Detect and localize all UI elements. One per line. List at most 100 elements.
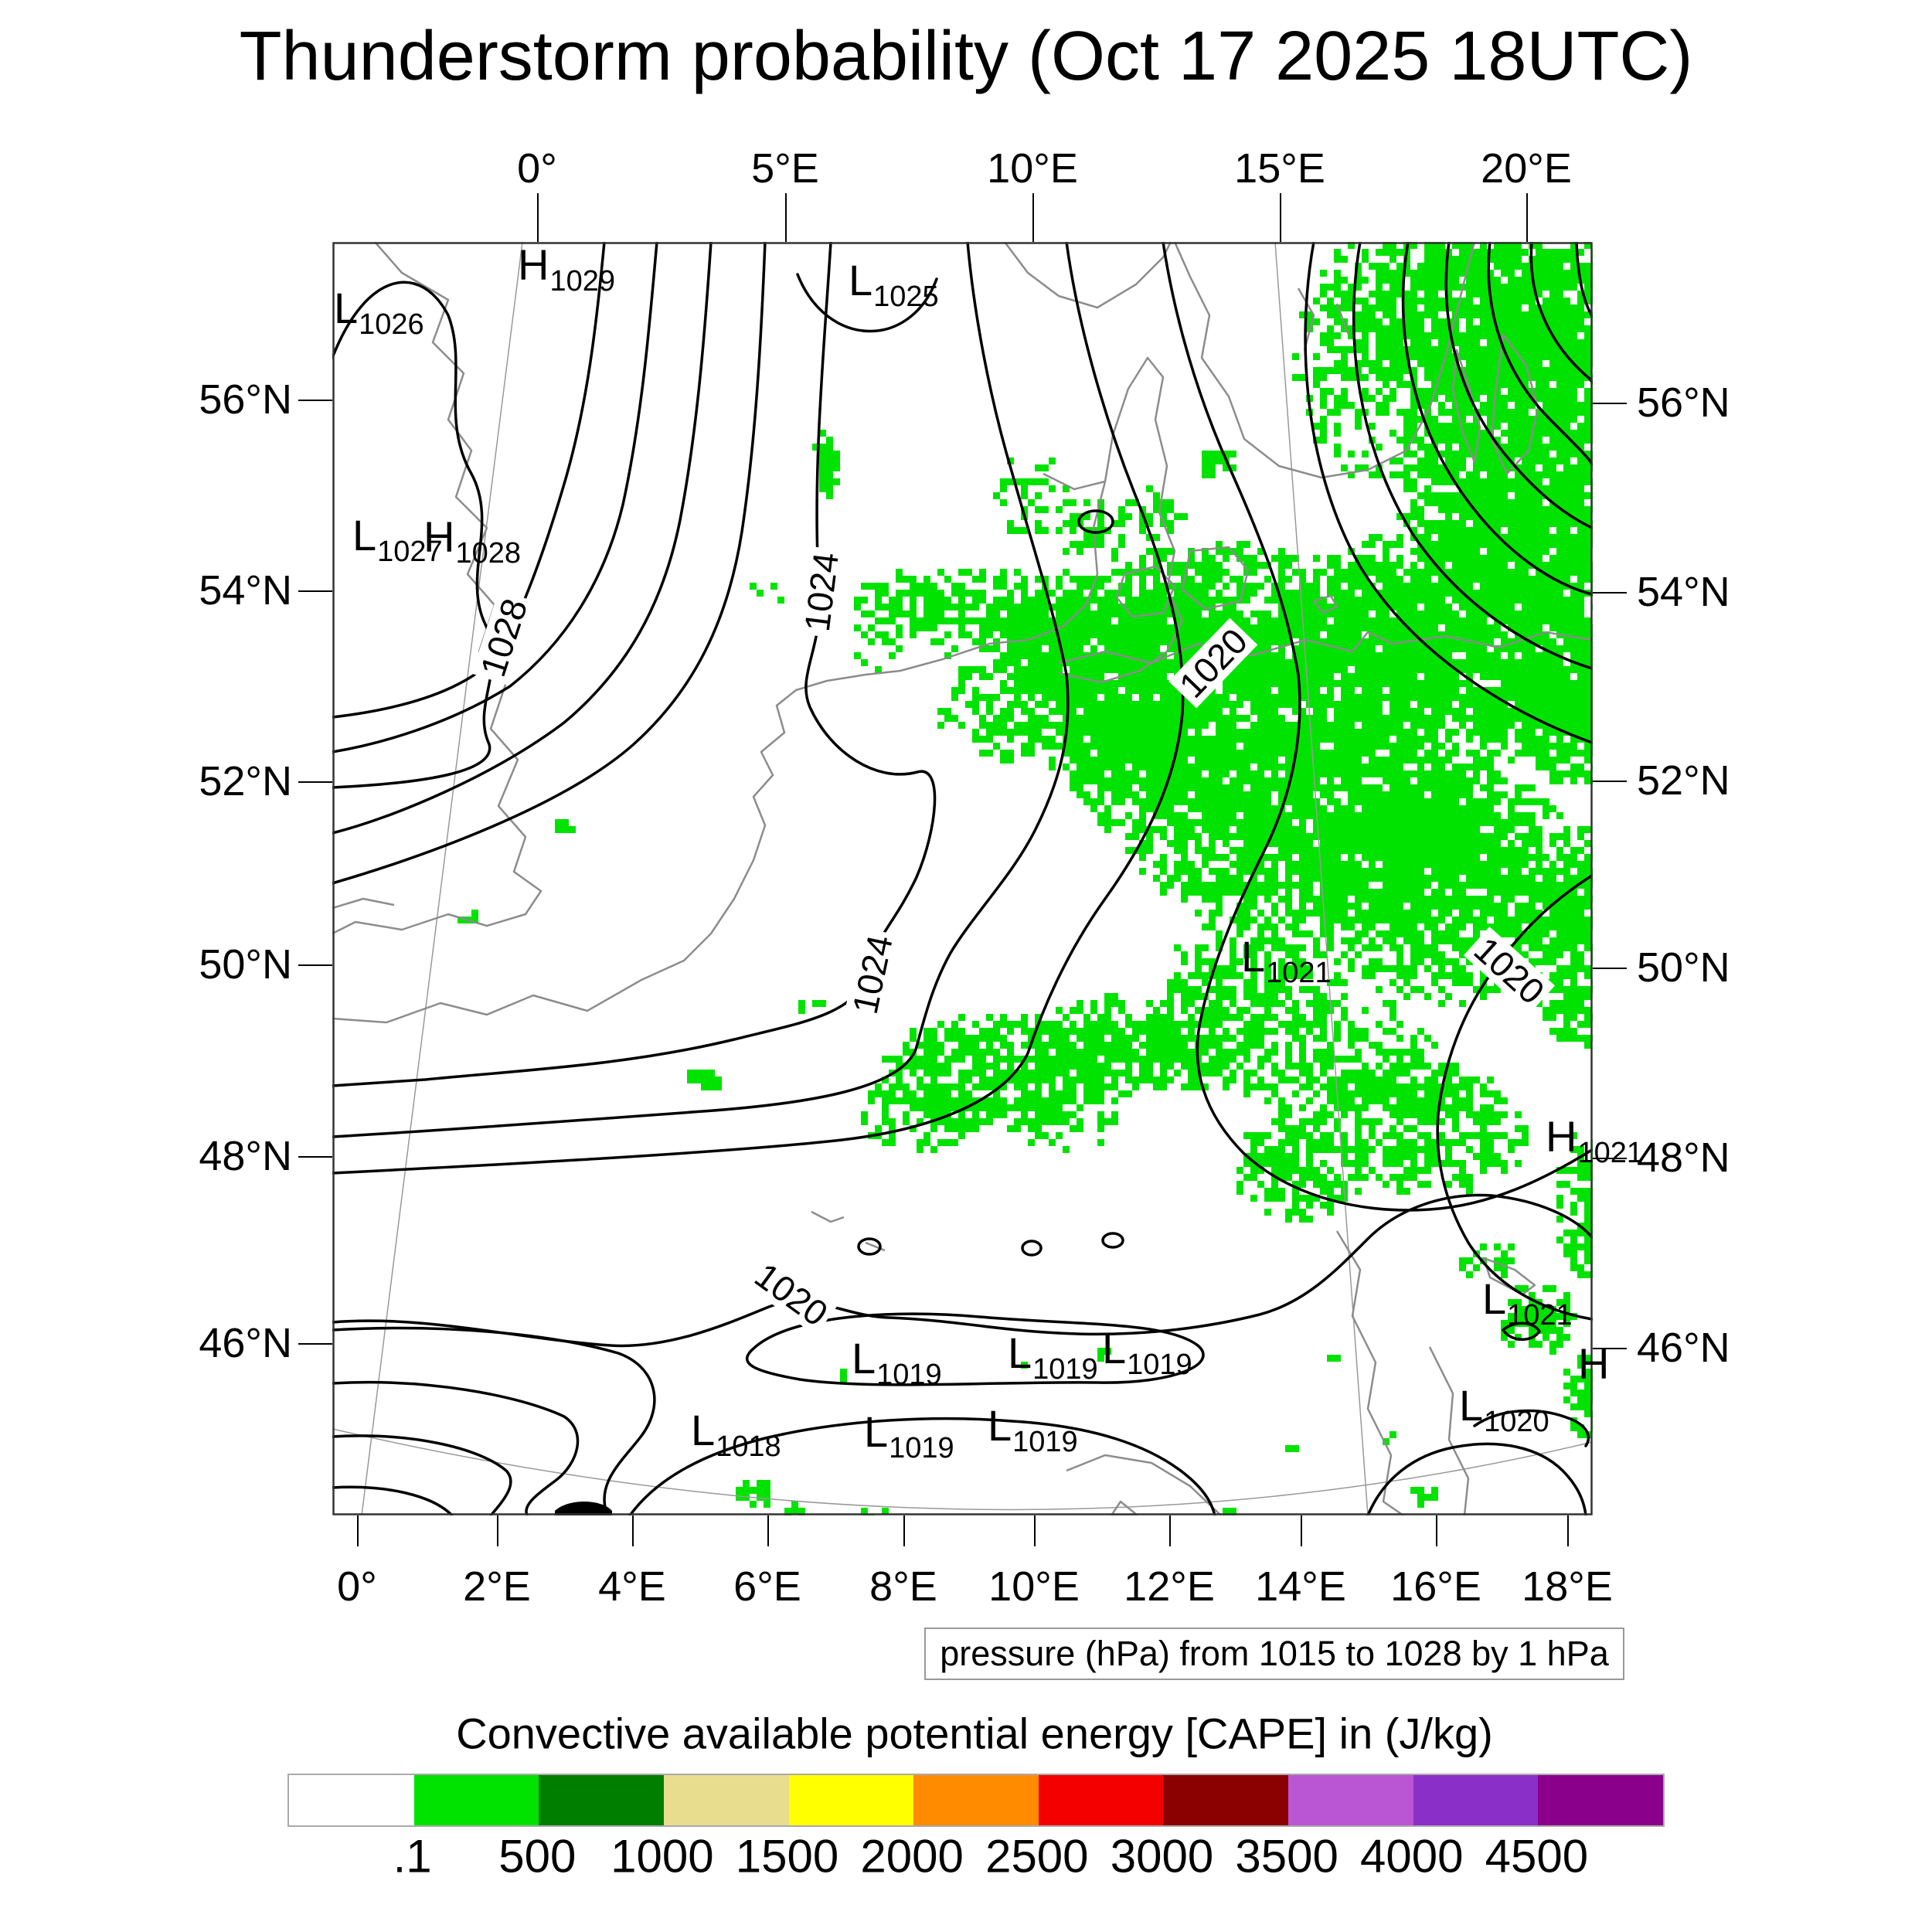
cape-cell (1271, 590, 1278, 597)
cape-cell (1111, 611, 1118, 617)
cape-cell (1223, 694, 1230, 701)
cape-cell (1445, 444, 1452, 451)
cape-cell (1424, 722, 1431, 729)
cape-cell (1146, 638, 1153, 645)
cape-cell (1174, 590, 1181, 597)
cape-cell (1556, 680, 1563, 687)
cape-cell (1257, 694, 1264, 701)
cape-cell (1501, 569, 1508, 576)
cape-cell (1487, 687, 1494, 694)
cape-cell (1028, 631, 1035, 638)
cape-cell (1167, 624, 1174, 631)
cape-cell (1487, 388, 1494, 395)
cape-cell (1348, 304, 1355, 311)
cape-cell (1563, 325, 1570, 332)
cape-cell (1508, 249, 1515, 256)
cape-cell (1536, 374, 1543, 381)
cape-cell (1376, 402, 1383, 409)
cape-cell (1431, 471, 1438, 478)
cape-cell (1508, 708, 1515, 715)
cape-cell (1369, 395, 1376, 402)
cape-cell (1487, 311, 1494, 318)
cape-cell (1320, 624, 1327, 631)
cape-cell (1480, 256, 1487, 263)
cape-cell (1577, 631, 1584, 638)
cape-cell (1549, 645, 1556, 652)
cape-cell (1341, 666, 1348, 673)
cape-cell (1536, 423, 1543, 430)
cape-cell (1285, 590, 1292, 597)
cape-cell (1403, 729, 1410, 736)
cape-cell (1549, 270, 1556, 277)
cape-cell (1570, 750, 1577, 757)
cape-cell (1097, 611, 1104, 617)
cape-cell (1515, 416, 1522, 423)
cape-cell (1501, 311, 1508, 318)
cape-cell (1278, 583, 1285, 590)
cape-cell (1376, 617, 1383, 624)
cape-cell (1035, 715, 1042, 722)
cape-cell (1459, 541, 1466, 548)
cape-cell (1396, 534, 1403, 541)
cape-cell (1522, 694, 1529, 701)
cape-cell (1153, 576, 1160, 583)
cape-cell (1501, 409, 1508, 416)
cape-cell (1424, 736, 1431, 743)
cape-cell (1417, 652, 1424, 659)
cape-cell (1376, 388, 1383, 395)
cape-cell (1570, 736, 1577, 743)
cape-cell (1313, 673, 1320, 680)
cape-cell (1577, 471, 1584, 478)
cape-cell (1369, 715, 1376, 722)
cape-cell (1389, 311, 1396, 318)
cape-cell (1494, 736, 1501, 743)
cape-cell (1577, 291, 1584, 298)
cape-cell (1376, 318, 1383, 325)
cape-cell (1459, 367, 1466, 374)
cape-cell (1417, 437, 1424, 444)
cape-cell (1522, 611, 1529, 617)
cape-cell (1202, 569, 1209, 576)
cape-cell (1271, 715, 1278, 722)
cape-cell (1549, 617, 1556, 624)
cape-cell (1473, 611, 1480, 617)
cape-cell (1480, 722, 1487, 729)
cape-cell (1417, 624, 1424, 631)
cape-cell (1209, 576, 1216, 583)
cape-cell (1424, 444, 1431, 451)
cape-cell (1473, 311, 1480, 318)
cape-cell (1396, 597, 1403, 604)
cape-cell (1139, 604, 1146, 611)
cape-cell (1383, 249, 1389, 256)
cape-cell (1278, 611, 1285, 617)
cape-cell (1348, 597, 1355, 604)
cape-cell (1522, 736, 1529, 743)
cape-cell (1438, 617, 1445, 624)
cape-cell (1348, 569, 1355, 576)
cape-cell (1522, 492, 1529, 499)
cape-cell (1466, 471, 1473, 478)
cape-cell (1327, 666, 1334, 673)
cape-cell (1167, 562, 1174, 569)
cape-cell (1097, 604, 1104, 611)
cape-cell (1424, 367, 1431, 374)
cape-cell (1536, 353, 1543, 360)
cape-cell (1522, 652, 1529, 659)
cape-cell (1577, 423, 1584, 430)
cape-cell (1188, 555, 1195, 562)
cape-cell (1306, 318, 1313, 325)
cape-cell (1056, 666, 1063, 673)
cape-cell (1396, 604, 1403, 611)
cape-cell (1473, 291, 1480, 298)
cape-cell (1070, 631, 1077, 638)
cape-cell (1480, 506, 1487, 513)
cape-cell (1431, 277, 1438, 284)
cape-cell (1536, 318, 1543, 325)
cape-cell (1522, 478, 1529, 485)
cape-cell (1410, 277, 1417, 284)
cape-cell (1536, 242, 1543, 249)
cape-cell (1063, 597, 1070, 604)
cape-cell (1236, 750, 1243, 757)
cape-cell (1383, 673, 1389, 680)
cape-cell (1334, 409, 1341, 416)
